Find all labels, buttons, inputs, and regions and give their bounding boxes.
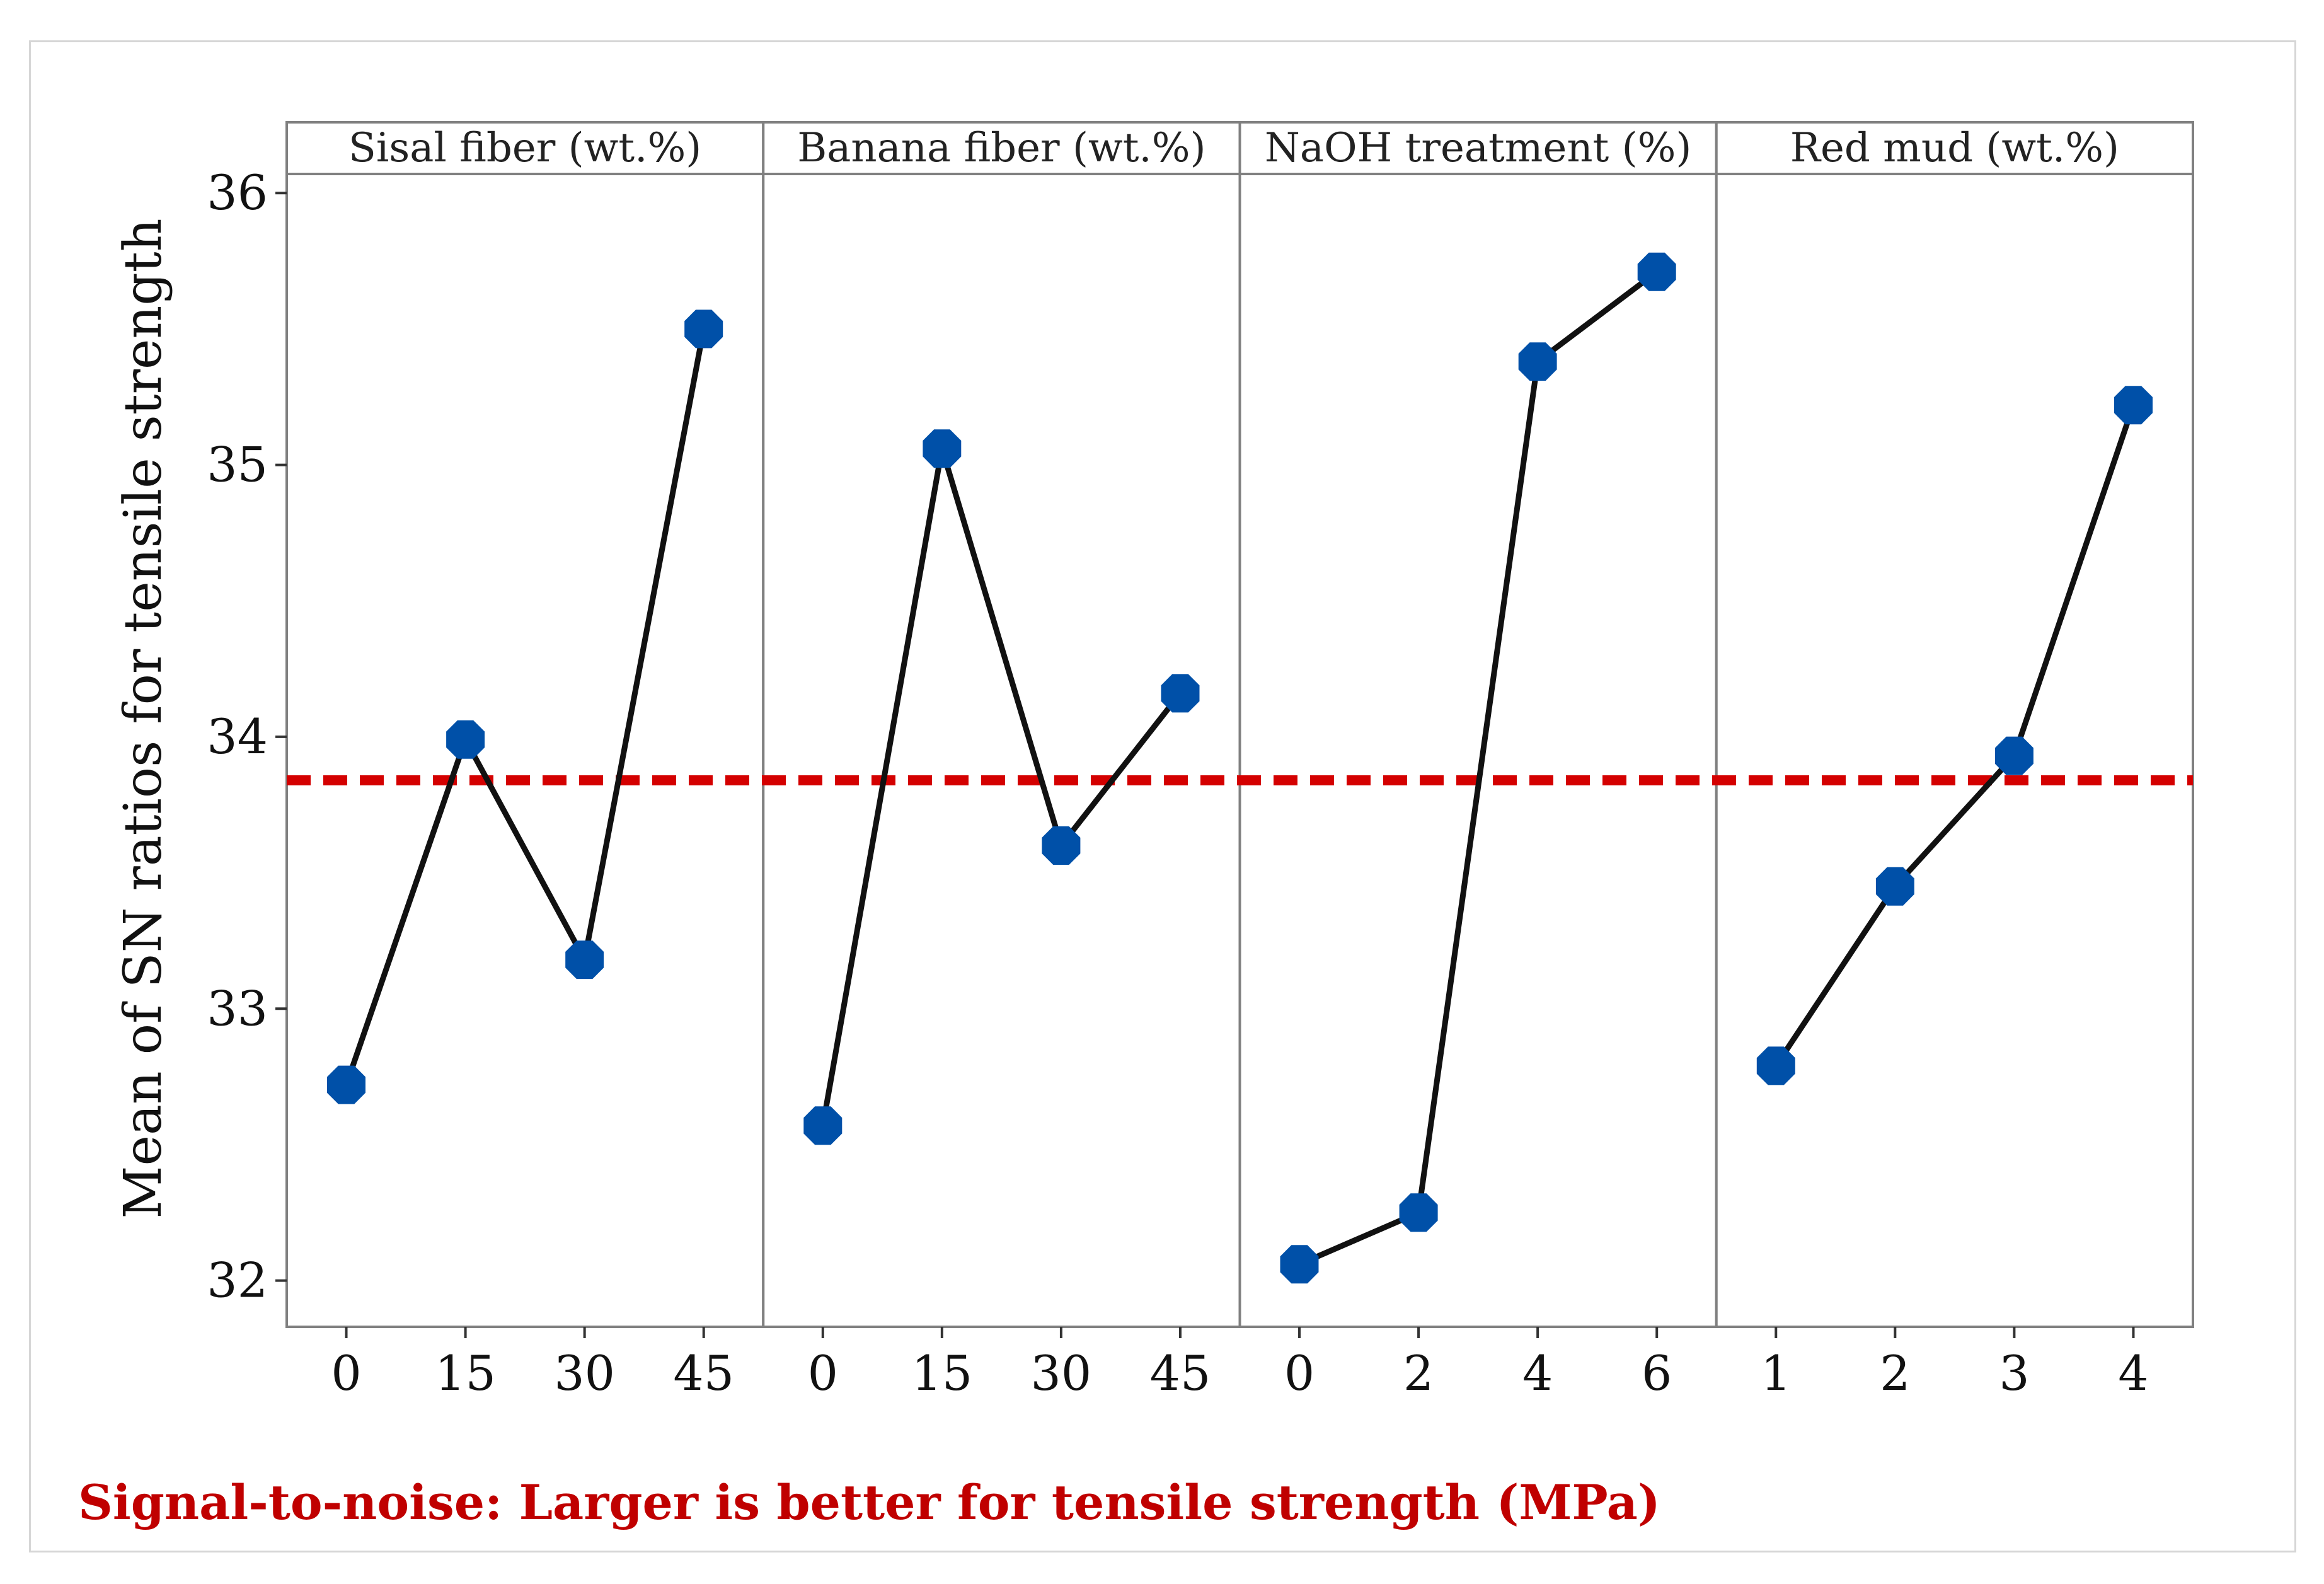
panel-plot-area-4 [1715,173,2194,1328]
data-point-3-6 [1637,252,1676,291]
x-tick-label-3-6: 6 [1642,1345,1672,1401]
panel-plot-area-2 [762,173,1241,1328]
series-line-2 [820,446,1183,1126]
data-point-3-0 [1280,1245,1319,1284]
panel-strip-1 [285,121,765,175]
data-point-1-0 [327,1065,365,1104]
x-tick-label-1-30: 30 [554,1345,615,1401]
x-tick-label-3-2: 2 [1403,1345,1434,1401]
y-tick-label-34: 34 [207,708,268,765]
x-tick-label-1-45: 45 [673,1345,734,1401]
series-line-3 [1298,269,1659,1267]
data-point-1-15 [446,720,485,759]
panel-plot-area-3 [1238,173,1718,1328]
data-point-4-2 [1875,867,1914,906]
x-tick-label-4-2: 2 [1880,1345,1910,1401]
panel-title-1: Sisal fiber (wt.%) [348,125,701,171]
x-tick-label-4-3: 3 [1999,1345,2029,1401]
data-point-4-1 [1756,1046,1795,1085]
data-point-4-3 [1994,736,2034,775]
panel-plot-area-1 [285,173,765,1328]
data-point-1-30 [565,940,604,980]
x-tick-label-2-15: 15 [911,1345,972,1401]
series-line-4 [1773,404,2136,1068]
y-tick-label-33: 33 [207,980,268,1036]
data-point-2-45 [1161,674,1200,713]
panel-title-3: NaOH treatment (%) [1265,125,1691,171]
data-point-2-0 [803,1106,843,1145]
x-tick-label-4-1: 1 [1761,1345,1791,1401]
x-tick-label-3-4: 4 [1522,1345,1553,1401]
panel-title-4: Red mud (wt.%) [1790,125,2119,171]
series-line-1 [343,328,707,1086]
x-tick-label-1-0: 0 [331,1345,361,1401]
y-tick-label-36: 36 [207,165,268,221]
data-point-2-30 [1042,826,1081,865]
x-tick-label-4-4: 4 [2118,1345,2148,1401]
panel-title-2: Banana fiber (wt.%) [797,125,1205,171]
y-axis-title: Mean of SN ratios for tensile strength [113,218,173,1218]
y-tick-label-32: 32 [207,1252,268,1309]
data-point-4-4 [2114,386,2153,425]
x-tick-label-2-30: 30 [1031,1345,1092,1401]
data-point-2-15 [923,429,962,468]
x-tick-label-1-15: 15 [435,1345,496,1401]
x-tick-label-3-0: 0 [1284,1345,1314,1401]
y-tick-label-35: 35 [207,437,268,493]
data-point-3-4 [1518,342,1557,381]
data-point-3-2 [1399,1193,1438,1232]
x-tick-label-2-0: 0 [808,1345,838,1401]
data-point-1-45 [684,309,723,349]
footnote-signal-to-noise: Signal-to-noise: Larger is better for te… [78,1474,1660,1530]
x-tick-label-2-45: 45 [1150,1345,1211,1401]
